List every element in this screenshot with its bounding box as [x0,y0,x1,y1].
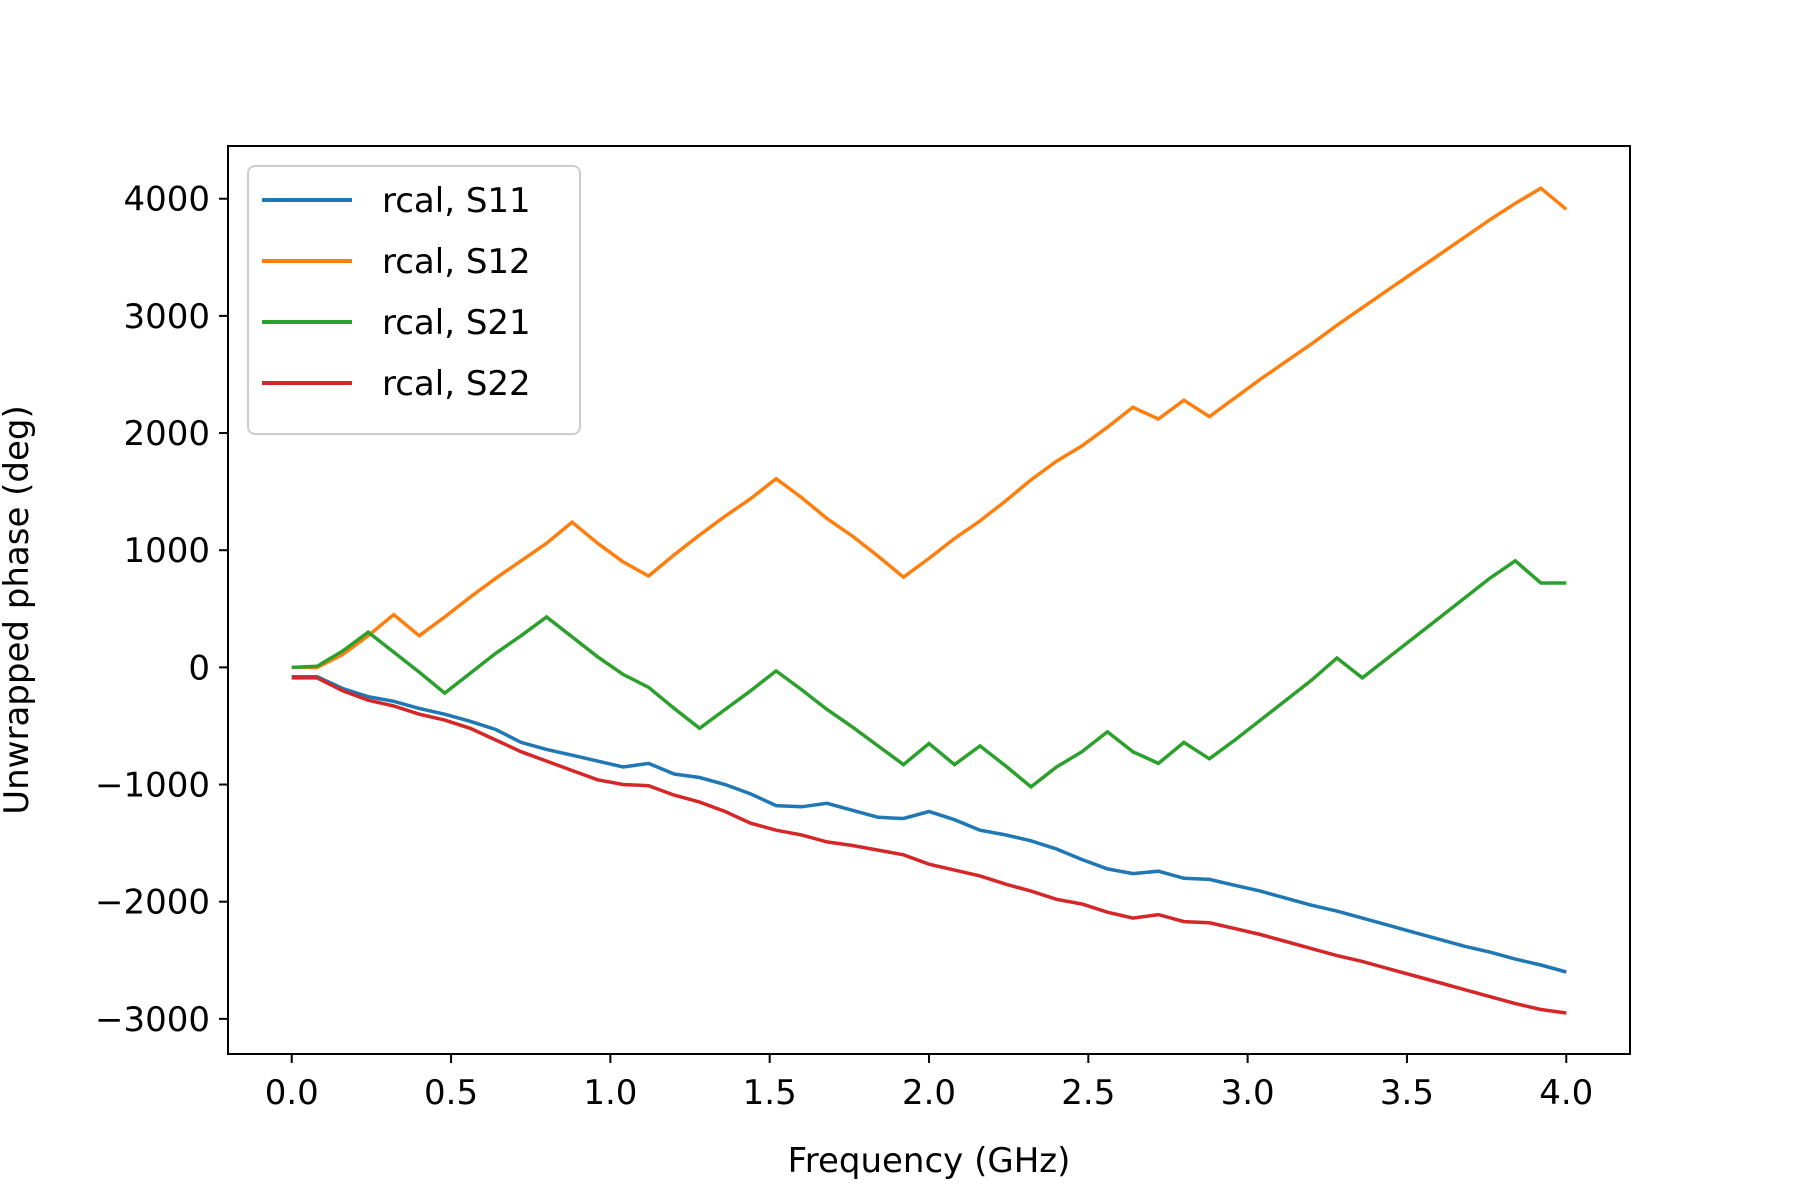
x-axis-label: Frequency (GHz) [788,1141,1071,1181]
series-line-3 [291,558,1567,790]
x-tick-label: 1.5 [743,1073,797,1113]
x-tick-label: 0.5 [424,1073,478,1113]
x-tick-label: 0.0 [265,1073,319,1113]
legend-label-3: rcal, S21 [382,303,531,343]
y-tick-label: −3000 [95,1000,210,1040]
y-tick-label: 0 [188,648,210,688]
x-tick-label: 2.5 [1061,1073,1115,1113]
series-line-4 [291,676,1567,1015]
y-tick-label: −1000 [95,766,210,806]
legend-label-4: rcal, S22 [382,364,531,404]
x-tick-label: 3.5 [1380,1073,1434,1113]
y-tick-label: 4000 [123,180,210,220]
x-tick-label: 4.0 [1539,1073,1593,1113]
y-tick-label: 2000 [123,414,210,454]
y-tick-label: 3000 [123,297,210,337]
y-tick-label: 1000 [123,531,210,571]
x-tick-label: 3.0 [1221,1073,1275,1113]
legend-label-2: rcal, S12 [382,242,531,282]
y-tick-label: −2000 [95,883,210,923]
legend: rcal, S11 rcal, S12 rcal, S21 rcal, S22 [247,165,581,435]
x-tick-label: 1.0 [583,1073,637,1113]
y-axis-ticks: −3000 −2000 −1000 0 1000 2000 3000 4000 [95,180,228,1040]
series-line-2 [291,186,1568,670]
legend-box [247,165,581,435]
y-axis-label: Unwrapped phase (deg) [0,405,37,815]
series-layer [291,186,1568,1015]
x-axis-ticks: 0.0 0.5 1.0 1.5 2.0 2.5 3.0 3.5 4.0 [265,1054,1593,1113]
series-line-1 [291,674,1567,974]
legend-label-1: rcal, S11 [382,181,531,221]
x-tick-label: 2.0 [902,1073,956,1113]
